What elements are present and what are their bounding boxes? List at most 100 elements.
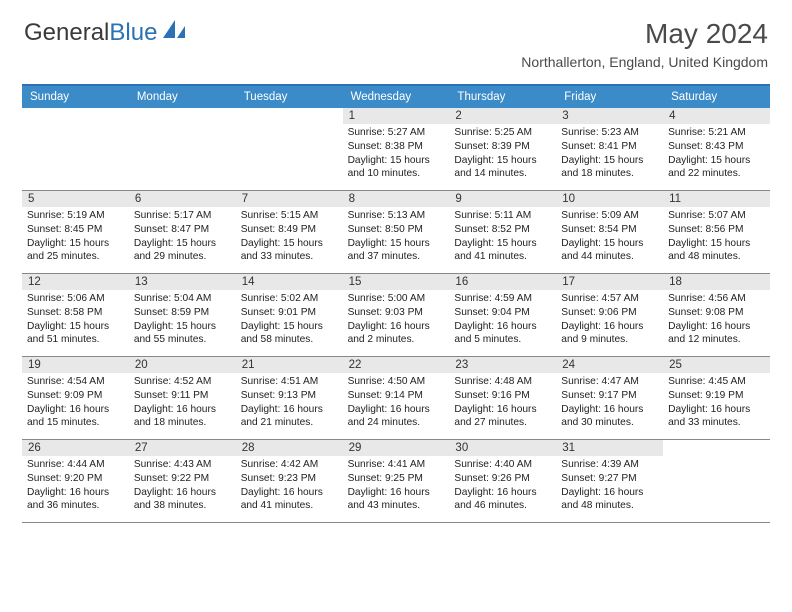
day-number: 18 — [663, 274, 770, 290]
day-details: Sunrise: 5:23 AMSunset: 8:41 PMDaylight:… — [561, 126, 658, 181]
day-number: 4 — [663, 108, 770, 124]
day-cell: 6Sunrise: 5:17 AMSunset: 8:47 PMDaylight… — [129, 191, 236, 273]
day-header-cell: Saturday — [663, 86, 770, 108]
calendar-week-row: 5 Sunrise: 5:19 AMSunset: 8:45 PMDaylight… — [22, 191, 770, 274]
day-number: 8 — [343, 191, 450, 207]
day-header-cell: Wednesday — [343, 86, 450, 108]
day-details: Sunrise: 4:50 AMSunset: 9:14 PMDaylight:… — [348, 375, 445, 430]
day-number: 10 — [556, 191, 663, 207]
day-details: Sunrise: 4:43 AMSunset: 9:22 PMDaylight:… — [134, 458, 231, 513]
day-number: 24 — [556, 357, 663, 373]
day-header-cell: Tuesday — [236, 86, 343, 108]
day-details: Sunrise: 5:27 AMSunset: 8:38 PMDaylight:… — [348, 126, 445, 181]
day-details: Sunrise: 5:25 AMSunset: 8:39 PMDaylight:… — [454, 126, 551, 181]
day-cell: 10 Sunrise: 5:09 AMSunset: 8:54 PMDayligh… — [556, 191, 663, 273]
day-number: 27 — [129, 440, 236, 456]
empty-day-cell — [236, 108, 343, 190]
day-cell: 4 Sunrise: 5:21 AMSunset: 8:43 PMDaylight… — [663, 108, 770, 190]
day-number: 14 — [236, 274, 343, 290]
day-cell: 9Sunrise: 5:11 AMSunset: 8:52 PMDaylight… — [449, 191, 556, 273]
header: GeneralBlue May 2024 Northallerton, Engl… — [0, 0, 792, 76]
day-cell: 25 Sunrise: 4:45 AMSunset: 9:19 PMDayligh… — [663, 357, 770, 439]
day-number: 13 — [129, 274, 236, 290]
day-cell: 16 Sunrise: 4:59 AMSunset: 9:04 PMDayligh… — [449, 274, 556, 356]
day-details: Sunrise: 4:44 AMSunset: 9:20 PMDaylight:… — [27, 458, 124, 513]
day-cell: 7Sunrise: 5:15 AMSunset: 8:49 PMDaylight… — [236, 191, 343, 273]
day-cell: 27 Sunrise: 4:43 AMSunset: 9:22 PMDayligh… — [129, 440, 236, 522]
day-details: Sunrise: 4:40 AMSunset: 9:26 PMDaylight:… — [454, 458, 551, 513]
day-cell: 29Sunrise: 4:41 AMSunset: 9:25 PMDayligh… — [343, 440, 450, 522]
day-details: Sunrise: 4:42 AMSunset: 9:23 PMDaylight:… — [241, 458, 338, 513]
day-cell: 3 Sunrise: 5:23 AMSunset: 8:41 PMDaylight… — [556, 108, 663, 190]
day-details: Sunrise: 5:13 AMSunset: 8:50 PMDaylight:… — [348, 209, 445, 264]
logo: GeneralBlue — [24, 18, 187, 47]
day-cell: 11 Sunrise: 5:07 AMSunset: 8:56 PMDayligh… — [663, 191, 770, 273]
day-number: 2 — [449, 108, 556, 124]
day-number: 21 — [236, 357, 343, 373]
day-cell: 24 Sunrise: 4:47 AMSunset: 9:17 PMDayligh… — [556, 357, 663, 439]
day-cell: 26 Sunrise: 4:44 AMSunset: 9:20 PMDayligh… — [22, 440, 129, 522]
day-number: 28 — [236, 440, 343, 456]
day-number: 22 — [343, 357, 450, 373]
day-cell: 30Sunrise: 4:40 AMSunset: 9:26 PMDayligh… — [449, 440, 556, 522]
day-details: Sunrise: 4:45 AMSunset: 9:19 PMDaylight:… — [668, 375, 765, 430]
day-number: 26 — [22, 440, 129, 456]
day-details: Sunrise: 5:07 AMSunset: 8:56 PMDaylight:… — [668, 209, 765, 264]
day-header-cell: Thursday — [449, 86, 556, 108]
day-number: 23 — [449, 357, 556, 373]
day-cell: 8 Sunrise: 5:13 AMSunset: 8:50 PMDaylight… — [343, 191, 450, 273]
day-details: Sunrise: 5:17 AMSunset: 8:47 PMDaylight:… — [134, 209, 231, 264]
calendar: SundayMondayTuesdayWednesdayThursdayFrid… — [22, 84, 770, 523]
day-number: 5 — [22, 191, 129, 207]
day-number: 25 — [663, 357, 770, 373]
day-cell: 5 Sunrise: 5:19 AMSunset: 8:45 PMDaylight… — [22, 191, 129, 273]
empty-day-cell — [663, 440, 770, 522]
day-cell: 14Sunrise: 5:02 AMSunset: 9:01 PMDayligh… — [236, 274, 343, 356]
calendar-week-row: 19 Sunrise: 4:54 AMSunset: 9:09 PMDayligh… — [22, 357, 770, 440]
day-number: 15 — [343, 274, 450, 290]
day-cell: 28 Sunrise: 4:42 AMSunset: 9:23 PMDayligh… — [236, 440, 343, 522]
day-cell: 13 Sunrise: 5:04 AMSunset: 8:59 PMDayligh… — [129, 274, 236, 356]
day-cell: 23 Sunrise: 4:48 AMSunset: 9:16 PMDayligh… — [449, 357, 556, 439]
day-cell: 15Sunrise: 5:00 AMSunset: 9:03 PMDayligh… — [343, 274, 450, 356]
day-number: 12 — [22, 274, 129, 290]
logo-text-1: General — [24, 19, 109, 47]
empty-day-cell — [22, 108, 129, 190]
day-header-row: SundayMondayTuesdayWednesdayThursdayFrid… — [22, 86, 770, 108]
day-number: 16 — [449, 274, 556, 290]
day-number: 19 — [22, 357, 129, 373]
day-details: Sunrise: 4:56 AMSunset: 9:08 PMDaylight:… — [668, 292, 765, 347]
day-details: Sunrise: 4:47 AMSunset: 9:17 PMDaylight:… — [561, 375, 658, 430]
empty-day-cell — [129, 108, 236, 190]
day-cell: 22 Sunrise: 4:50 AMSunset: 9:14 PMDayligh… — [343, 357, 450, 439]
day-cell: 19 Sunrise: 4:54 AMSunset: 9:09 PMDayligh… — [22, 357, 129, 439]
day-details: Sunrise: 4:57 AMSunset: 9:06 PMDaylight:… — [561, 292, 658, 347]
day-header-cell: Monday — [129, 86, 236, 108]
day-number: 31 — [556, 440, 663, 456]
day-details: Sunrise: 4:59 AMSunset: 9:04 PMDaylight:… — [454, 292, 551, 347]
day-cell: 31 Sunrise: 4:39 AMSunset: 9:27 PMDayligh… — [556, 440, 663, 522]
day-details: Sunrise: 4:39 AMSunset: 9:27 PMDaylight:… — [561, 458, 658, 513]
day-number: 11 — [663, 191, 770, 207]
day-number: 9 — [449, 191, 556, 207]
day-details: Sunrise: 5:21 AMSunset: 8:43 PMDaylight:… — [668, 126, 765, 181]
calendar-body: 1 Sunrise: 5:27 AMSunset: 8:38 PMDaylight… — [22, 108, 770, 523]
day-number: 20 — [129, 357, 236, 373]
day-cell: 21 Sunrise: 4:51 AMSunset: 9:13 PMDayligh… — [236, 357, 343, 439]
day-details: Sunrise: 4:51 AMSunset: 9:13 PMDaylight:… — [241, 375, 338, 430]
logo-sail-icon — [161, 18, 187, 47]
day-details: Sunrise: 4:52 AMSunset: 9:11 PMDaylight:… — [134, 375, 231, 430]
title-block: May 2024 Northallerton, England, United … — [521, 18, 768, 70]
day-cell: 18 Sunrise: 4:56 AMSunset: 9:08 PMDayligh… — [663, 274, 770, 356]
day-details: Sunrise: 5:06 AMSunset: 8:58 PMDaylight:… — [27, 292, 124, 347]
calendar-week-row: 26 Sunrise: 4:44 AMSunset: 9:20 PMDayligh… — [22, 440, 770, 523]
day-header-cell: Friday — [556, 86, 663, 108]
day-details: Sunrise: 4:54 AMSunset: 9:09 PMDaylight:… — [27, 375, 124, 430]
day-details: Sunrise: 5:19 AMSunset: 8:45 PMDaylight:… — [27, 209, 124, 264]
logo-text-2: Blue — [109, 19, 157, 47]
day-details: Sunrise: 5:04 AMSunset: 8:59 PMDaylight:… — [134, 292, 231, 347]
day-number: 3 — [556, 108, 663, 124]
day-number: 1 — [343, 108, 450, 124]
day-details: Sunrise: 4:48 AMSunset: 9:16 PMDaylight:… — [454, 375, 551, 430]
day-details: Sunrise: 5:09 AMSunset: 8:54 PMDaylight:… — [561, 209, 658, 264]
